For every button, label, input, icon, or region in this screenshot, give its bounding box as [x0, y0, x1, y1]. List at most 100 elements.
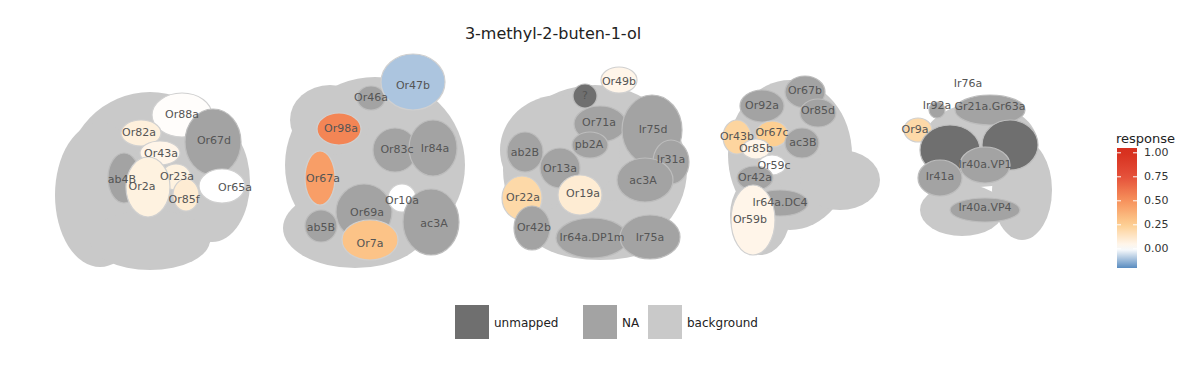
- glomerulus-label: Ir64a.DP1m: [560, 231, 625, 244]
- color-bar-tick: [1133, 176, 1137, 177]
- glomerulus-label: Or69a: [350, 206, 384, 219]
- glomerulus-label: Or10a: [385, 194, 419, 207]
- legend-swatch: [583, 305, 617, 339]
- glomerulus: [409, 120, 457, 176]
- glomerulus: [373, 128, 417, 172]
- glomerulus-label: Or67c: [755, 126, 788, 139]
- glomerulus-label: Or71a: [582, 116, 616, 129]
- glomerulus-label: Ir92a: [923, 99, 952, 112]
- glomerulus-label: Or67a: [306, 172, 340, 185]
- glomerulus-label: Or9a: [902, 123, 929, 136]
- color-bar: response1.00 0.75 0.50 0.25 0.00: [1116, 131, 1175, 268]
- glomerulus-label: Or49b: [602, 75, 636, 88]
- color-bar-tick-label: 0.75: [1144, 170, 1169, 183]
- glomerulus-label: Ir40a.VP1: [958, 158, 1011, 171]
- plot-area: [55, 54, 1052, 270]
- panel: [500, 67, 689, 260]
- glomerulus-label: Or83c: [380, 143, 413, 156]
- glomerulus-label: Or19a: [566, 187, 600, 200]
- glomerulus-label: Or46a: [354, 91, 388, 104]
- color-bar-title: response: [1116, 131, 1175, 146]
- glomerulus-label: Ir64a.DC4: [752, 196, 807, 209]
- glomerulus-label: Or67d: [197, 134, 231, 147]
- glomerulus-label: Ir75d: [639, 123, 668, 136]
- labels: Or88aOr82aOr67dab4BOr43aOr23aOr2aOr85fOr…: [108, 75, 1026, 250]
- glomerulus-label: Or22a: [506, 191, 540, 204]
- glomerulus-label: Or85b: [739, 142, 773, 155]
- glomerulus-label: Or7a: [357, 237, 384, 250]
- background-region: [90, 210, 210, 270]
- glomerulus: [126, 157, 170, 217]
- glomerulus-label: pb2A: [575, 138, 604, 151]
- glomerulus-label: Or43a: [144, 147, 178, 160]
- color-bar-tick: [1133, 200, 1137, 201]
- glomerulus-label: Or42a: [738, 171, 772, 184]
- legend-label: background: [687, 316, 758, 330]
- glomerulus-label: ab2B: [511, 146, 539, 159]
- glomerulus-label: Ir41a: [926, 170, 955, 183]
- color-bar-tick: [1133, 248, 1137, 249]
- glomerulus: [381, 54, 445, 110]
- glomerulus-label: ?: [582, 89, 588, 102]
- glomerulus: [800, 99, 836, 127]
- glomerulus-label: Or88a: [165, 108, 199, 121]
- legend-swatch: [455, 305, 489, 339]
- glomerulus-label: ac3B: [789, 136, 816, 149]
- glomerulus: [573, 84, 597, 108]
- glomerulus: [507, 132, 543, 172]
- background-region: [800, 150, 880, 210]
- color-bar-tick: [1117, 224, 1121, 225]
- color-bar-tick: [1117, 176, 1121, 177]
- color-bar-tick-label: 1.00: [1144, 146, 1169, 159]
- glomerulus-label: Or92a: [745, 99, 779, 112]
- glomerulus-label: Or98a: [324, 122, 358, 135]
- color-bar-tick-label: 0.25: [1144, 218, 1169, 231]
- glomerulus-label: Or42b: [517, 221, 551, 234]
- color-bar-tick-label: 0.50: [1144, 194, 1169, 207]
- glomerulus: [601, 67, 637, 93]
- glomerulus-label: Gr21a.Gr63a: [954, 100, 1025, 113]
- glomerulus-label: Or2a: [129, 180, 156, 193]
- color-bar-gradient: [1117, 148, 1137, 268]
- color-bar-tick: [1117, 200, 1121, 201]
- glomerulus-label: Or59b: [733, 213, 767, 226]
- panel: [723, 76, 880, 255]
- legend-swatch: [648, 305, 682, 339]
- glomerulus: [918, 160, 962, 196]
- legend-label: unmapped: [494, 316, 559, 330]
- glomerulus-label: Or85d: [801, 104, 835, 117]
- glomerulus-label: Or23a: [160, 170, 194, 183]
- glomerulus-label: Ir31a: [657, 153, 686, 166]
- color-bar-tick: [1117, 152, 1121, 153]
- glomerulus: [342, 220, 398, 260]
- glomerulus: [785, 128, 819, 158]
- color-bar-tick-label: 0.00: [1144, 242, 1169, 255]
- panel: [904, 95, 1052, 240]
- chart: 3-methyl-2-buten-1-olOr88aOr82aOr67dab4B…: [0, 0, 1200, 380]
- glomerulus-label: Or82a: [122, 126, 156, 139]
- color-bar-tick: [1133, 152, 1137, 153]
- glomerulus: [740, 90, 784, 122]
- glomerulus-label: Or67b: [788, 84, 822, 97]
- glomerulus-label: Or85f: [168, 193, 200, 206]
- glomerulus-label: Ir84a: [421, 142, 450, 155]
- glomerulus: [305, 210, 337, 242]
- glomerulus-label: ab5B: [307, 221, 335, 234]
- glomerulus-label: Or47b: [396, 79, 430, 92]
- glomerulus: [558, 175, 602, 215]
- legend-label: NA: [622, 316, 640, 330]
- glomerulus: [317, 113, 361, 145]
- title: 3-methyl-2-buten-1-ol: [465, 24, 641, 43]
- legend: unmapped NA background: [455, 305, 758, 339]
- panel: [283, 54, 465, 268]
- glomerulus-label: Ir40a.VP4: [958, 201, 1011, 214]
- glomerulus-label: ac3A: [420, 217, 448, 230]
- glomerulus-label: Or13a: [543, 162, 577, 175]
- glomerulus: [950, 198, 1020, 222]
- glomerulus: [620, 215, 680, 259]
- glomerulus: [556, 218, 628, 258]
- glomerulus-label: Ir75a: [636, 231, 665, 244]
- color-bar-tick: [1133, 224, 1137, 225]
- glomerulus-label: Ir76a: [954, 77, 983, 90]
- glomerulus: [572, 132, 608, 158]
